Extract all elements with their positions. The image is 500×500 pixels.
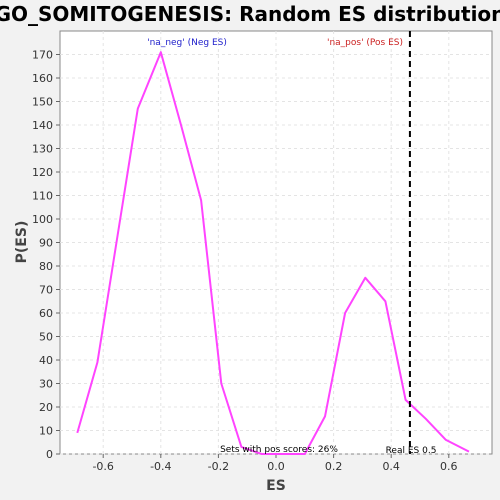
y-tick-label: 110 xyxy=(32,190,53,203)
es-distribution-line xyxy=(76,51,470,455)
pos-es-label: 'na_pos' (Pos ES) xyxy=(327,38,403,48)
y-tick-label: 160 xyxy=(32,72,53,85)
chart-title: GO_SOMITOGENESIS: Random ES distribution xyxy=(0,2,500,26)
x-tick-label: 0.4 xyxy=(382,460,400,473)
x-tick-label: -0.6 xyxy=(92,460,113,473)
x-axis-label: ES xyxy=(266,478,286,494)
y-tick-label: 100 xyxy=(32,213,53,226)
y-tick-label: 140 xyxy=(32,119,53,132)
y-axis-label: P(ES) xyxy=(14,221,30,264)
y-tick-label: 10 xyxy=(39,425,53,438)
real-es-text: Real ES 0.5 xyxy=(386,446,437,456)
y-tick-label: 60 xyxy=(39,307,53,320)
annotations: 'na_neg' (Neg ES) 'na_pos' (Pos ES) Sets… xyxy=(147,38,436,456)
y-tick-label: 70 xyxy=(39,284,53,297)
y-tick-label: 50 xyxy=(39,331,53,344)
y-tick-label: 130 xyxy=(32,143,53,156)
y-tick-label: 170 xyxy=(32,49,53,62)
x-tick-label: -0.4 xyxy=(150,460,171,473)
y-tick-label: 150 xyxy=(32,96,53,109)
x-tick-label: 0.6 xyxy=(440,460,458,473)
y-tick-label: 90 xyxy=(39,237,53,250)
y-tick-label: 80 xyxy=(39,260,53,273)
y-tick-label: 40 xyxy=(39,354,53,367)
y-tick-label: 120 xyxy=(32,166,53,179)
y-tick-label: 0 xyxy=(46,448,53,461)
y-tick-label: 30 xyxy=(39,378,53,391)
x-tick-label: 0.0 xyxy=(267,460,285,473)
x-tick-label: -0.2 xyxy=(208,460,229,473)
axis-ticks: 0 10 20 30 40 50 60 70 80 90 100 110 120 130 140 150 160… xyxy=(32,49,458,474)
neg-es-label: 'na_neg' (Neg ES) xyxy=(147,38,227,48)
x-tick-label: 0.2 xyxy=(325,460,343,473)
y-tick-label: 20 xyxy=(39,401,53,414)
sets-pos-scores-text: Sets with pos scores: 26% xyxy=(220,445,338,455)
series-layer xyxy=(76,31,470,455)
